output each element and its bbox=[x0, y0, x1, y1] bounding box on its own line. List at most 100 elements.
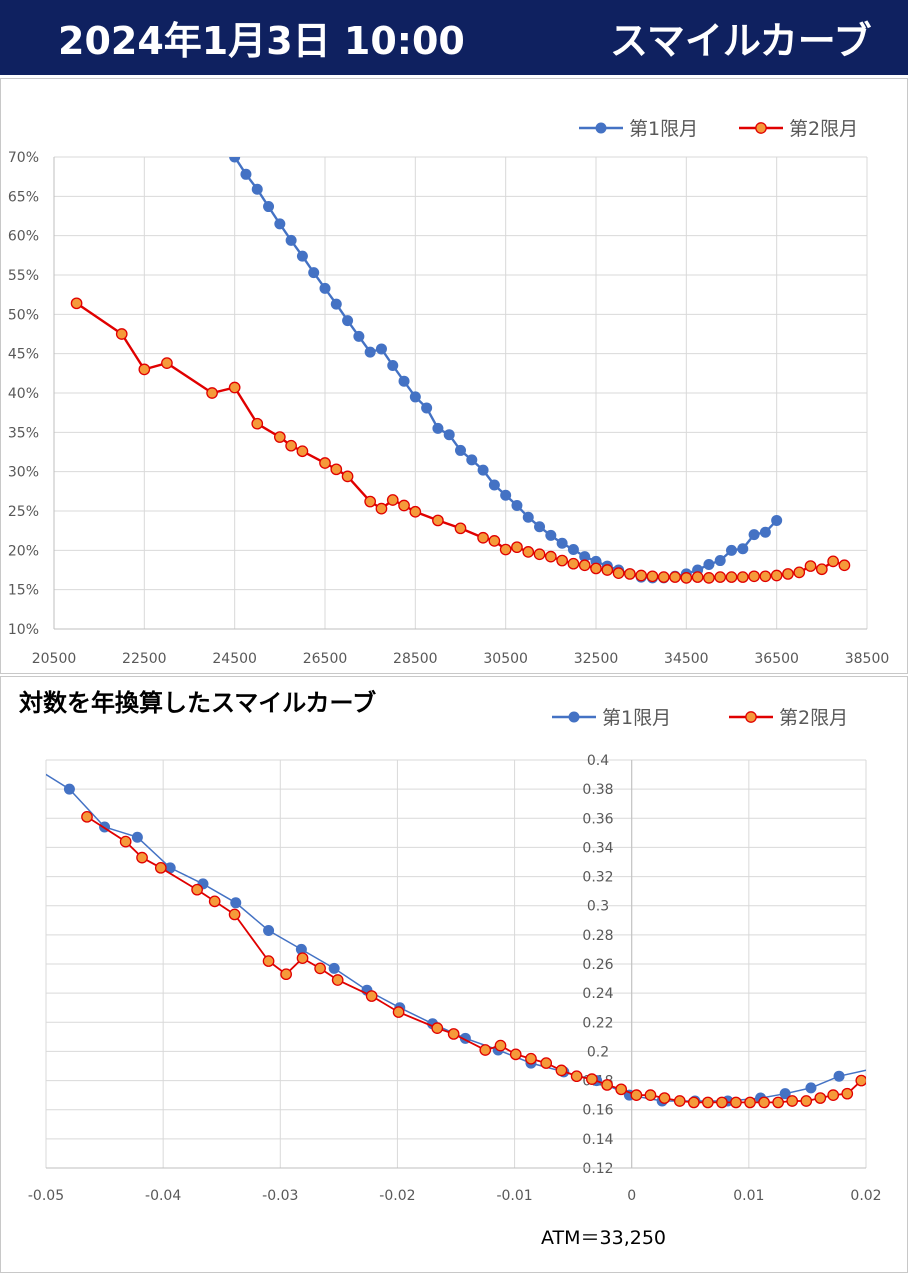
data-point bbox=[455, 444, 466, 456]
x-tick-label: 34500 bbox=[664, 651, 709, 667]
data-point bbox=[296, 445, 309, 458]
data-point bbox=[206, 387, 218, 399]
y-tick-label: 30% bbox=[8, 465, 39, 481]
data-point bbox=[615, 1083, 628, 1096]
data-point bbox=[164, 862, 176, 874]
data-point bbox=[544, 550, 557, 563]
x-tick-label: -0.02 bbox=[379, 1188, 415, 1204]
x-tick-label: 22500 bbox=[122, 651, 167, 667]
data-point bbox=[328, 962, 340, 974]
series-1 bbox=[229, 157, 783, 584]
data-point bbox=[800, 1095, 813, 1107]
y-tick-label: 0.2 bbox=[587, 1044, 609, 1060]
data-point bbox=[431, 1022, 444, 1034]
x-tick-label: 20500 bbox=[32, 651, 77, 667]
series-2 bbox=[81, 810, 866, 1109]
data-point bbox=[673, 1095, 686, 1107]
data-point bbox=[730, 1096, 742, 1109]
x-tick-label: -0.04 bbox=[145, 1188, 181, 1204]
data-point bbox=[494, 1039, 507, 1052]
data-point bbox=[644, 1089, 657, 1101]
x-tick-label: 36500 bbox=[754, 651, 799, 667]
data-point bbox=[308, 267, 320, 279]
y-tick-label: 40% bbox=[8, 386, 39, 402]
data-point bbox=[786, 1095, 799, 1107]
data-point bbox=[841, 1087, 854, 1100]
data-point bbox=[138, 363, 151, 376]
data-point bbox=[228, 908, 241, 921]
data-point bbox=[392, 1006, 405, 1018]
data-point bbox=[353, 330, 365, 342]
data-point bbox=[612, 567, 625, 579]
y-tick-label: 0.12 bbox=[582, 1161, 613, 1177]
data-point bbox=[375, 343, 387, 355]
y-tick-label: 0.22 bbox=[582, 1015, 613, 1031]
data-point bbox=[296, 250, 308, 262]
data-point bbox=[228, 381, 241, 394]
data-point bbox=[447, 1028, 460, 1040]
series-line bbox=[86, 816, 862, 1104]
x-tick-label: 0.02 bbox=[850, 1188, 881, 1204]
data-point bbox=[716, 1096, 728, 1109]
y-tick-label: 60% bbox=[8, 229, 39, 245]
data-point bbox=[274, 218, 286, 230]
data-point bbox=[586, 1073, 598, 1085]
data-point bbox=[833, 1070, 845, 1082]
smile-curve-chart: 10% 15% 20% 25% 30% 35% 40% 45% 50% 55% 60% 65% 70% 2… bbox=[8, 118, 890, 667]
data-point bbox=[522, 511, 534, 523]
data-point bbox=[759, 570, 772, 583]
x-tick-label: -0.03 bbox=[262, 1188, 298, 1204]
data-point bbox=[748, 529, 760, 541]
data-point bbox=[285, 439, 297, 452]
data-point bbox=[341, 470, 354, 483]
x-tick-label: 0.01 bbox=[733, 1188, 764, 1204]
data-point bbox=[63, 783, 75, 795]
y-tick-label: 35% bbox=[8, 425, 39, 441]
data-point bbox=[601, 564, 614, 576]
x-tick-label: 28500 bbox=[393, 651, 438, 667]
data-point bbox=[330, 463, 343, 476]
x-tick-label: 38500 bbox=[845, 651, 890, 667]
x-tick-label: 30500 bbox=[483, 651, 528, 667]
data-point bbox=[319, 457, 331, 469]
data-point bbox=[262, 955, 275, 967]
y-tick-label: 0.34 bbox=[582, 840, 613, 856]
data-point bbox=[601, 1079, 613, 1091]
y-tick-label: 0.4 bbox=[587, 753, 609, 769]
data-point bbox=[398, 499, 410, 512]
data-point bbox=[540, 1057, 553, 1069]
series-line bbox=[75, 302, 845, 580]
data-point bbox=[646, 570, 659, 583]
data-point bbox=[827, 555, 839, 568]
y-tick-label: 0.3 bbox=[587, 899, 609, 915]
data-point bbox=[409, 391, 421, 403]
data-point bbox=[726, 544, 737, 556]
data-point bbox=[477, 531, 489, 544]
data-point bbox=[454, 522, 467, 535]
data-point bbox=[567, 557, 580, 570]
data-point bbox=[421, 402, 433, 414]
data-point bbox=[714, 555, 726, 567]
data-point bbox=[386, 494, 399, 506]
data-point bbox=[703, 572, 715, 584]
data-point bbox=[161, 357, 173, 369]
data-point bbox=[555, 1064, 568, 1077]
data-point bbox=[154, 861, 167, 874]
data-point bbox=[314, 962, 326, 975]
data-point bbox=[364, 346, 376, 358]
data-point bbox=[657, 571, 670, 583]
y-tick-label: 45% bbox=[8, 347, 39, 363]
y-tick-label: 15% bbox=[8, 583, 39, 599]
data-point bbox=[779, 1088, 791, 1100]
y-tick-label: 0.16 bbox=[582, 1103, 613, 1119]
data-point bbox=[240, 168, 252, 180]
y-tick-label: 70% bbox=[8, 150, 39, 166]
data-point bbox=[511, 541, 523, 554]
data-point bbox=[477, 464, 489, 476]
legend-label: 第2限月 bbox=[789, 118, 858, 140]
x-tick-label: 32500 bbox=[574, 651, 619, 667]
data-point bbox=[375, 502, 388, 515]
x-tick-label: -0.01 bbox=[496, 1188, 532, 1204]
data-point bbox=[251, 183, 263, 195]
y-tick-label: 20% bbox=[8, 543, 39, 559]
